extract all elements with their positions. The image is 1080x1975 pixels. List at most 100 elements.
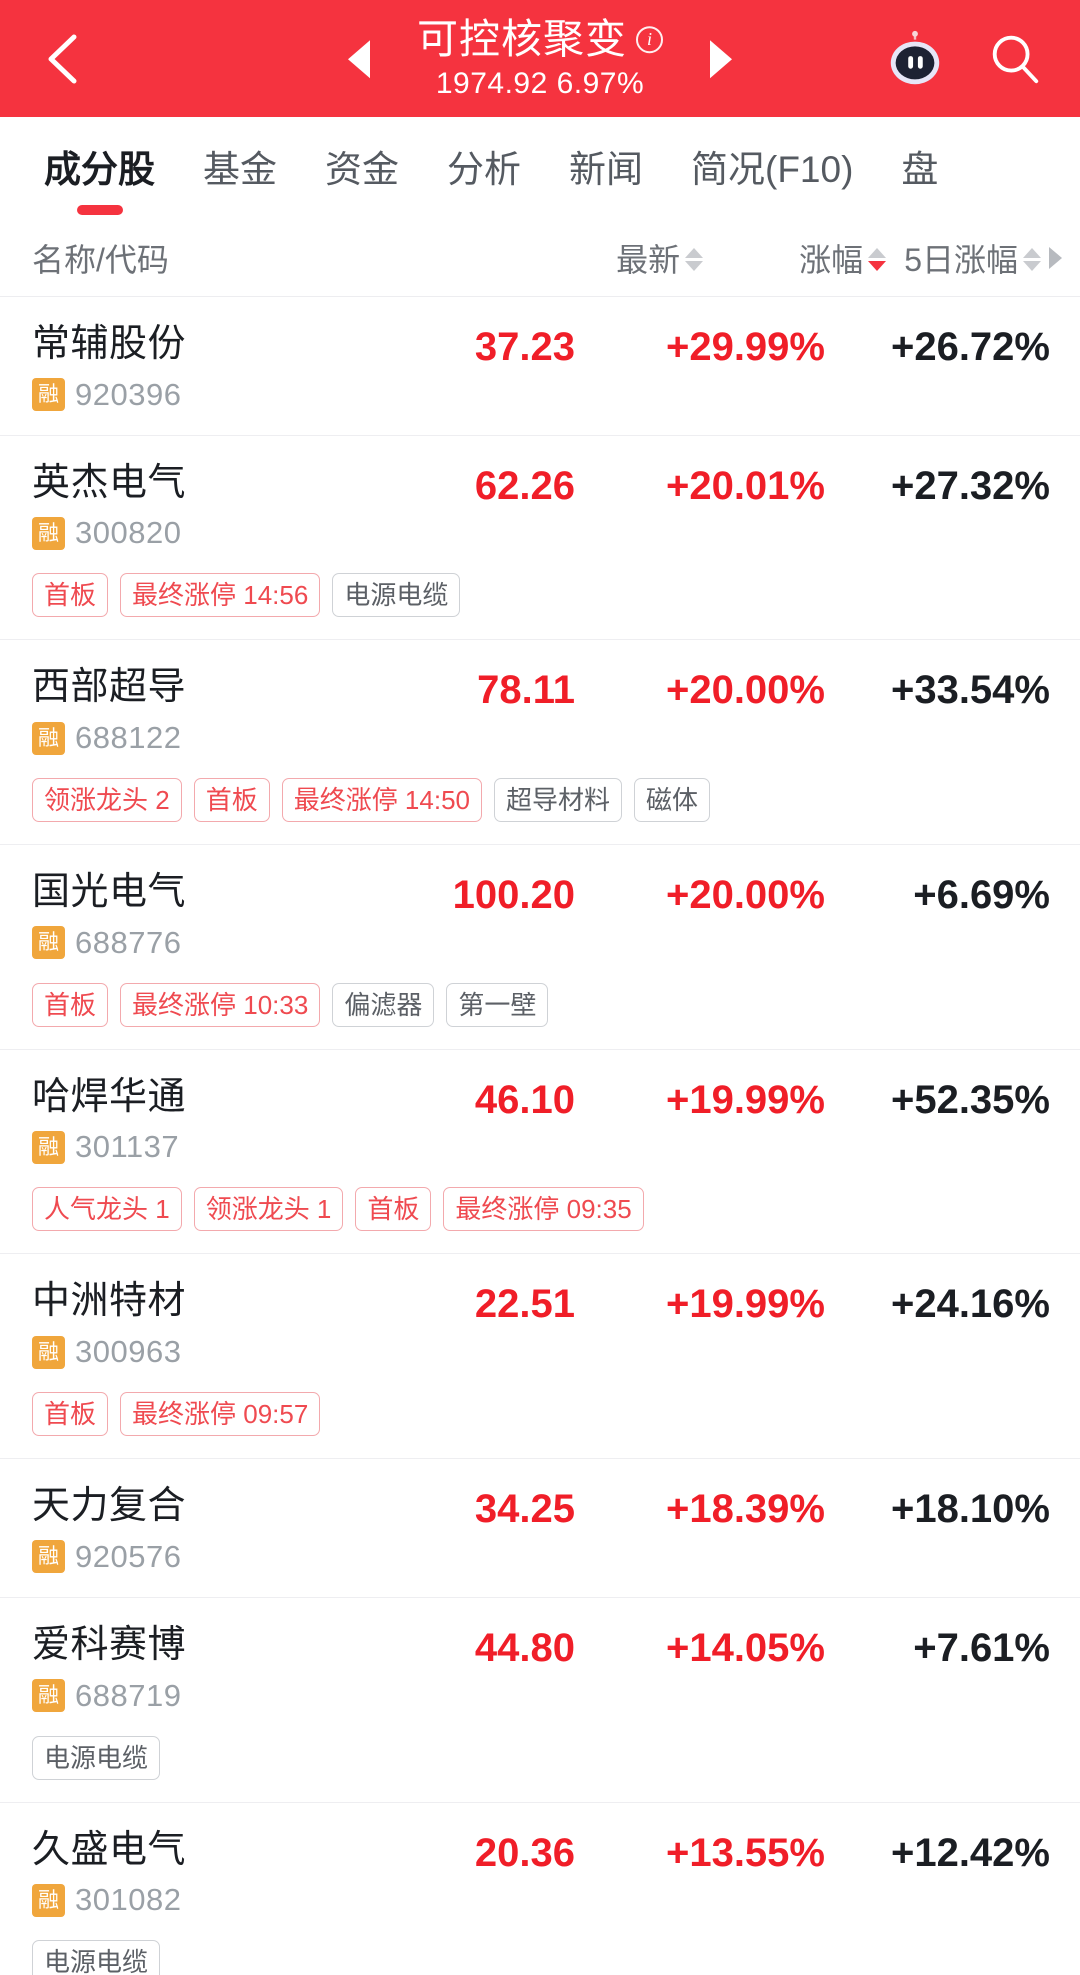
latest-price: 100.20: [452, 873, 575, 918]
stock-tag[interactable]: 最终涨停 14:56: [120, 573, 321, 618]
stock-code: 920576: [75, 1538, 182, 1574]
stock-tag[interactable]: 最终涨停 10:33: [120, 982, 321, 1027]
column-header-latest[interactable]: 最新: [616, 235, 704, 281]
stock-identity: 哈焊华通融 301137: [32, 1076, 552, 1166]
stock-tag[interactable]: 电源电缆: [332, 573, 461, 618]
table-row[interactable]: 中洲特材融 300963 22.51 +19.99% +24.16% 首板 最终涨停 09:…: [0, 1254, 1080, 1460]
stock-tag[interactable]: 电源电缆: [32, 1940, 161, 1975]
table-row[interactable]: 西部超导融 688122 78.11 +20.00% +33.54% 领涨龙头 2 首板 最终…: [0, 640, 1080, 846]
stock-tag[interactable]: 人气龙头 1: [32, 1187, 182, 1232]
stock-tag[interactable]: 最终涨停 09:57: [120, 1392, 321, 1437]
triangle-down-icon: [1023, 260, 1041, 271]
table-row[interactable]: 久盛电气融 301082 20.36 +13.55% +12.42% 电源电缆: [0, 1803, 1080, 1975]
stock-tag[interactable]: 偏滤器: [332, 982, 435, 1027]
robot-assistant-icon[interactable]: [884, 28, 946, 90]
tab-fenxi[interactable]: 分析: [447, 149, 521, 190]
stock-identity: 爱科赛博融 688719: [32, 1624, 552, 1714]
margin-trading-badge-icon: 融: [32, 1335, 65, 1369]
page-title: 可控核聚变: [417, 15, 627, 62]
stock-tag[interactable]: 电源电缆: [32, 1735, 161, 1780]
tab-chengfengu[interactable]: 成分股: [44, 139, 155, 215]
margin-trading-badge-icon: 融: [32, 378, 65, 412]
stock-name: 西部超导: [32, 666, 187, 709]
stock-tag[interactable]: 第一壁: [446, 982, 549, 1027]
stock-name: 爱科赛博: [32, 1623, 187, 1666]
stock-identity: 天力复合融 920576: [32, 1485, 552, 1575]
stock-code: 688776: [75, 924, 182, 960]
stock-identity: 西部超导融 688122: [32, 666, 552, 756]
margin-trading-badge-icon: 融: [32, 1540, 65, 1574]
stock-tag[interactable]: 首板: [32, 573, 109, 618]
table-row[interactable]: 英杰电气融 300820 62.26 +20.01% +27.32% 首板 最终涨停 14:…: [0, 436, 1080, 641]
tab-pan[interactable]: 盘: [901, 149, 939, 190]
tab-jijin[interactable]: 基金: [203, 149, 277, 190]
row-main: 英杰电气融 300820 62.26 +20.01% +27.32%: [32, 462, 1080, 552]
tab-jiankuang-f10[interactable]: 简况(F10): [691, 149, 854, 190]
stock-tag[interactable]: 最终涨停 09:35: [443, 1187, 644, 1232]
section-tabs: 成分股 基金 资金 分析 新闻 简况(F10) 盘: [0, 117, 1080, 219]
change-percent-5d: +7.61%: [913, 1625, 1050, 1670]
more-columns-arrow-icon[interactable]: [1049, 247, 1062, 269]
latest-price: 44.80: [474, 1625, 575, 1670]
stock-tag[interactable]: 领涨龙头 2: [32, 778, 182, 823]
sort-toggle-change[interactable]: [868, 247, 887, 271]
row-values: 62.26 +20.01% +27.32%: [380, 464, 1050, 509]
stock-name: 英杰电气: [32, 461, 187, 504]
change-percent-5d: +52.35%: [890, 1077, 1050, 1122]
stock-tag[interactable]: 首板: [193, 778, 270, 823]
table-row[interactable]: 常辅股份融 920396 37.23 +29.99% +26.72%: [0, 297, 1080, 436]
triangle-left-icon[interactable]: [348, 40, 370, 79]
stock-tag[interactable]: 首板: [32, 1392, 109, 1437]
stock-name: 中洲特材: [32, 1280, 187, 1323]
row-main: 西部超导融 688122 78.11 +20.00% +33.54%: [32, 666, 1080, 756]
latest-price: 37.23: [474, 325, 575, 369]
row-main: 常辅股份融 920396 37.23 +29.99% +26.72%: [32, 323, 1080, 413]
info-icon[interactable]: i: [636, 25, 663, 53]
stock-tag[interactable]: 领涨龙头 1: [193, 1187, 344, 1232]
sort-toggle-change-5d[interactable]: [1023, 247, 1041, 271]
stock-tag[interactable]: 超导材料: [494, 778, 623, 823]
row-values: 22.51 +19.99% +24.16%: [380, 1282, 1050, 1327]
stock-tag[interactable]: 最终涨停 14:50: [281, 778, 482, 823]
row-tags: 首板 最终涨停 09:57: [32, 1392, 1080, 1437]
stock-code-line: 融 688719: [32, 1678, 552, 1714]
triangle-up-icon: [868, 247, 887, 258]
row-values: 100.20 +20.00% +6.69%: [380, 873, 1050, 918]
table-row[interactable]: 哈焊华通融 301137 46.10 +19.99% +52.35% 人气龙头 1 领涨龙头…: [0, 1050, 1080, 1255]
latest-price: 62.26: [474, 463, 575, 508]
row-values: 34.25 +18.39% +18.10%: [380, 1487, 1050, 1532]
sort-toggle-latest[interactable]: [685, 247, 704, 271]
index-title-block[interactable]: 可控核聚变 i 1974.92 6.97%: [410, 15, 670, 100]
stock-code-line: 融 301082: [32, 1882, 552, 1918]
margin-trading-badge-icon: 融: [32, 1130, 65, 1164]
margin-trading-badge-icon: 融: [32, 1883, 65, 1917]
triangle-down-icon-active: [868, 260, 887, 271]
table-row[interactable]: 国光电气融 688776 100.20 +20.00% +6.69% 首板 最终涨停 10:…: [0, 845, 1080, 1050]
header-actions: [884, 28, 1044, 90]
header-title-group: 可控核聚变 i 1974.92 6.97%: [348, 15, 732, 100]
table-row[interactable]: 爱科赛博融 688719 44.80 +14.05% +7.61% 电源电缆: [0, 1598, 1080, 1803]
triangle-up-icon: [685, 247, 704, 258]
column-header-change[interactable]: 涨幅: [799, 235, 887, 281]
latest-price: 22.51: [474, 1282, 575, 1327]
triangle-right-icon[interactable]: [710, 40, 732, 79]
tab-zijin[interactable]: 资金: [325, 149, 399, 190]
stock-tag[interactable]: 首板: [32, 982, 109, 1027]
tab-xinwen[interactable]: 新闻: [569, 149, 643, 190]
search-icon[interactable]: [986, 30, 1044, 88]
margin-trading-badge-icon: 融: [32, 1679, 65, 1712]
row-values: 37.23 +29.99% +26.72%: [380, 325, 1050, 370]
row-main: 久盛电气融 301082 20.36 +13.55% +12.42%: [32, 1829, 1080, 1919]
stock-tag[interactable]: 磁体: [634, 778, 711, 823]
change-percent: +29.99%: [665, 325, 825, 369]
stock-code-line: 融 300820: [32, 515, 552, 551]
app-header: 可控核聚变 i 1974.92 6.97%: [0, 0, 1080, 117]
column-header-change-5d[interactable]: 5日涨幅: [904, 235, 1041, 281]
back-button[interactable]: [40, 31, 88, 87]
latest-price: 20.36: [474, 1830, 575, 1875]
table-row[interactable]: 天力复合融 920576 34.25 +18.39% +18.10%: [0, 1459, 1080, 1598]
change-percent-5d: +27.32%: [890, 463, 1050, 508]
change-percent-5d: +26.72%: [890, 325, 1050, 369]
stock-tag[interactable]: 首板: [355, 1187, 432, 1232]
change-percent-5d: +24.16%: [890, 1282, 1050, 1327]
